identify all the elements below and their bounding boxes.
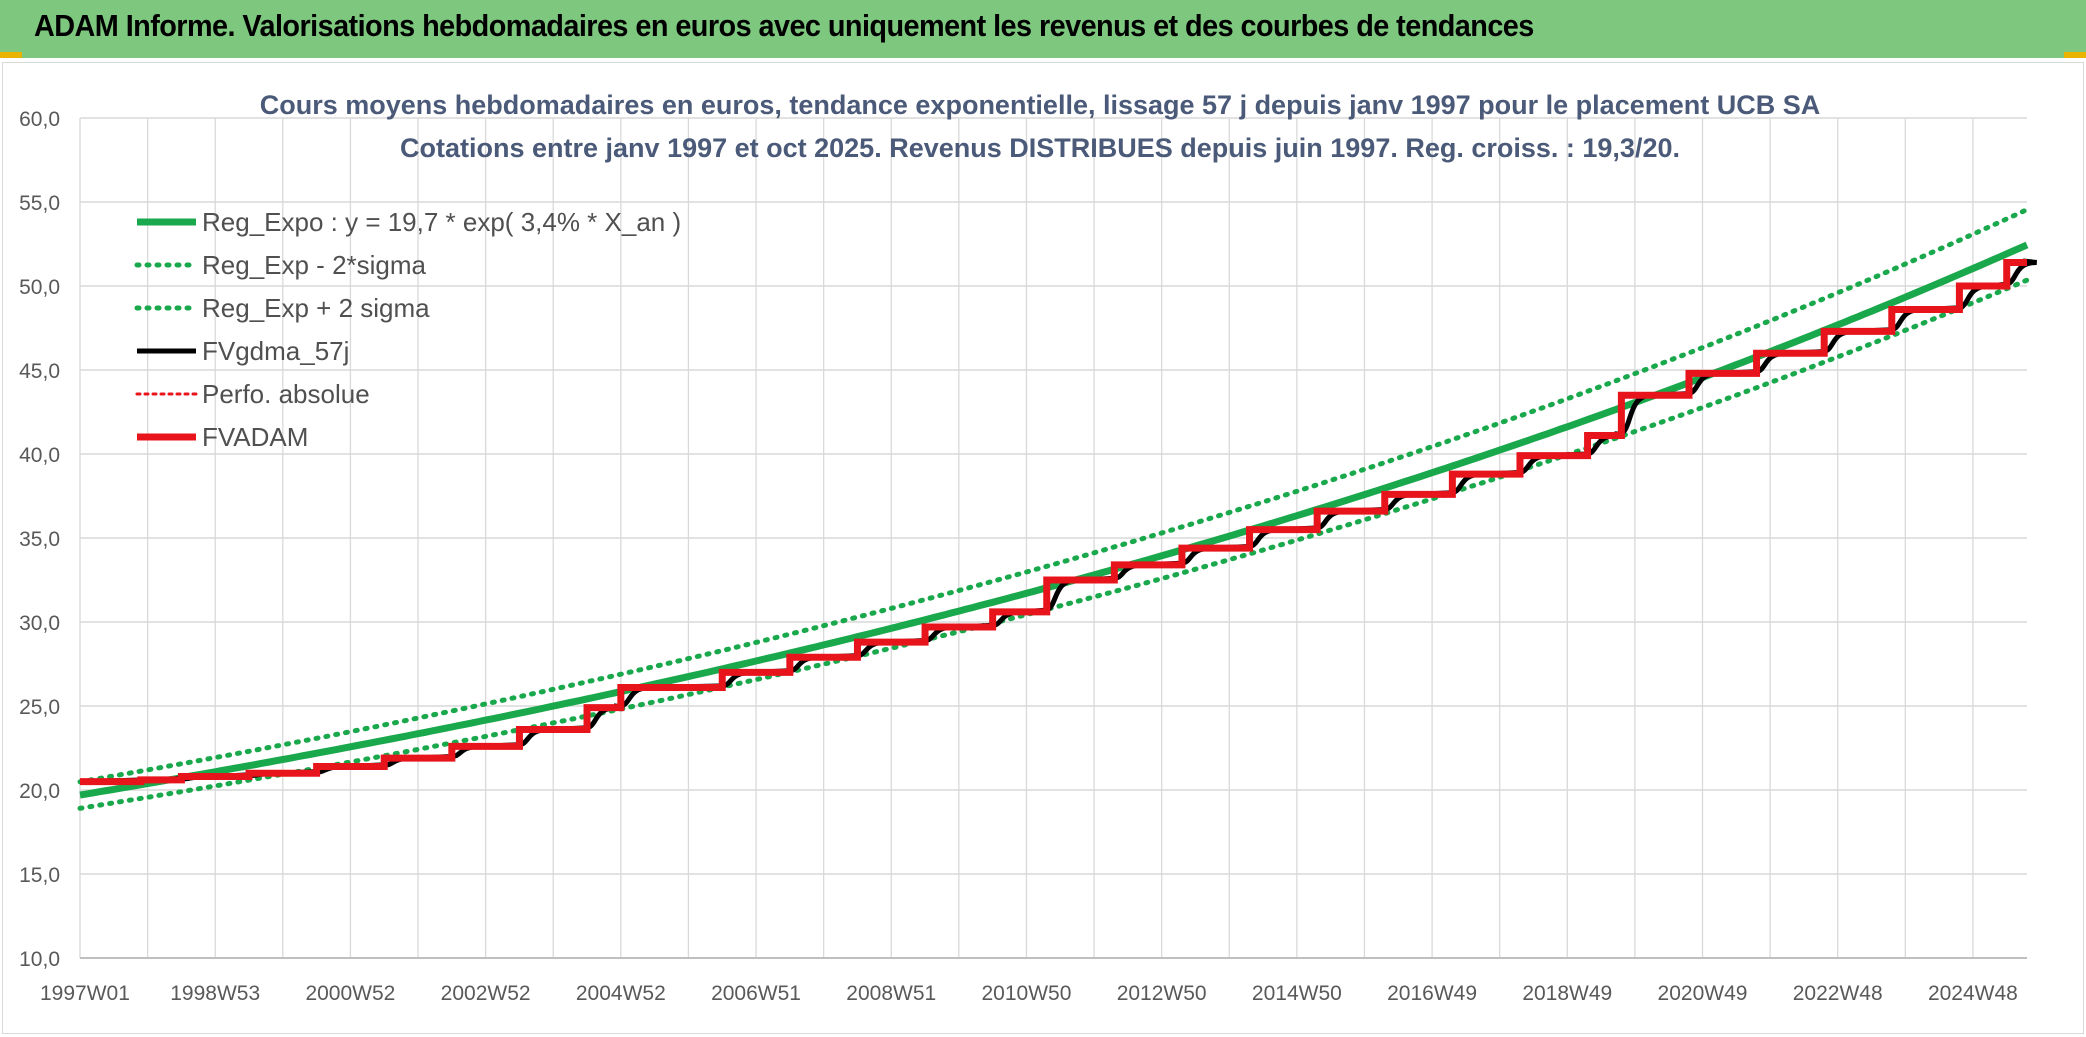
y-tick-label: 30,0 [19, 612, 60, 635]
legend-entry-label: FVADAM [202, 422, 308, 452]
corner-marker-left [0, 52, 22, 58]
x-tick-label: 2024W48 [1928, 982, 2018, 1005]
legend-entry-label: Reg_Exp + 2 sigma [202, 293, 430, 323]
y-tick-label: 40,0 [19, 444, 60, 467]
chart-frame [2, 62, 2084, 1034]
y-tick-label: 25,0 [19, 696, 60, 719]
x-tick-label: 2010W50 [982, 982, 1072, 1005]
y-tick-label: 20,0 [19, 780, 60, 803]
chart-title-line2: Cotations entre janv 1997 et oct 2025. R… [400, 133, 1680, 163]
x-tick-label: 2006W51 [711, 982, 801, 1005]
series-reg-expo [79, 241, 2029, 799]
x-tick-label: 2002W52 [441, 982, 531, 1005]
y-tick-label: 45,0 [19, 360, 60, 383]
x-tick-label: 2014W50 [1252, 982, 1342, 1005]
legend-entry-label: Reg_Exp - 2*sigma [202, 250, 427, 280]
y-tick-label: 35,0 [19, 528, 60, 551]
page-title: ADAM Informe. Valorisations hebdomadaire… [34, 8, 1534, 43]
series-fvadam [80, 258, 2027, 786]
x-tick-label: 2012W50 [1117, 982, 1207, 1005]
series-layer [77, 207, 2037, 811]
corner-marker-right [2064, 52, 2086, 58]
legend-entry-label: FVgdma_57j [202, 336, 349, 366]
header-bar: ADAM Informe. Valorisations hebdomadaire… [0, 0, 2086, 58]
legend: Reg_Expo : y = 19,7 * exp( 3,4% * X_an )… [134, 207, 681, 452]
series-perfo-absolue [80, 261, 2027, 783]
y-tick-label: 55,0 [19, 192, 60, 215]
x-tick-label: 2004W52 [576, 982, 666, 1005]
x-tick-label: 2022W48 [1793, 982, 1883, 1005]
chart-title-line1: Cours moyens hebdomadaires en euros, ten… [260, 90, 1821, 120]
grid-layer [79, 117, 2027, 959]
legend-entry-label: Perfo. absolue [202, 379, 370, 409]
x-tick-label: 2020W49 [1658, 982, 1748, 1005]
y-tick-label: 50,0 [19, 276, 60, 299]
x-tick-label: 2000W52 [305, 982, 395, 1005]
y-tick-label: 10,0 [19, 948, 60, 971]
x-tick-label: 2008W51 [846, 982, 936, 1005]
x-tick-label: 2018W49 [1522, 982, 1612, 1005]
x-tick-label: 1998W53 [170, 982, 260, 1005]
y-axis-ticks: 60,0 55,0 50,0 45,0 40,0 35,0 30,0 25,0 20,0 15,0… [19, 108, 60, 971]
series-fvgdma-57j [79, 258, 2037, 785]
x-tick-label: 2016W49 [1387, 982, 1477, 1005]
series-reg-plus-2sigma [77, 207, 2030, 785]
y-tick-label: 60,0 [19, 108, 60, 131]
y-tick-label: 15,0 [19, 864, 60, 887]
series-reg-minus-2sigma [77, 277, 2030, 811]
legend-entry-label: Reg_Expo : y = 19,7 * exp( 3,4% * X_an ) [202, 207, 681, 237]
x-tick-label: 1997W01 [40, 982, 130, 1005]
x-axis-ticks: 1997W01 1998W53 2000W52 2002W52 2004W52 2006W… [40, 982, 2018, 1005]
